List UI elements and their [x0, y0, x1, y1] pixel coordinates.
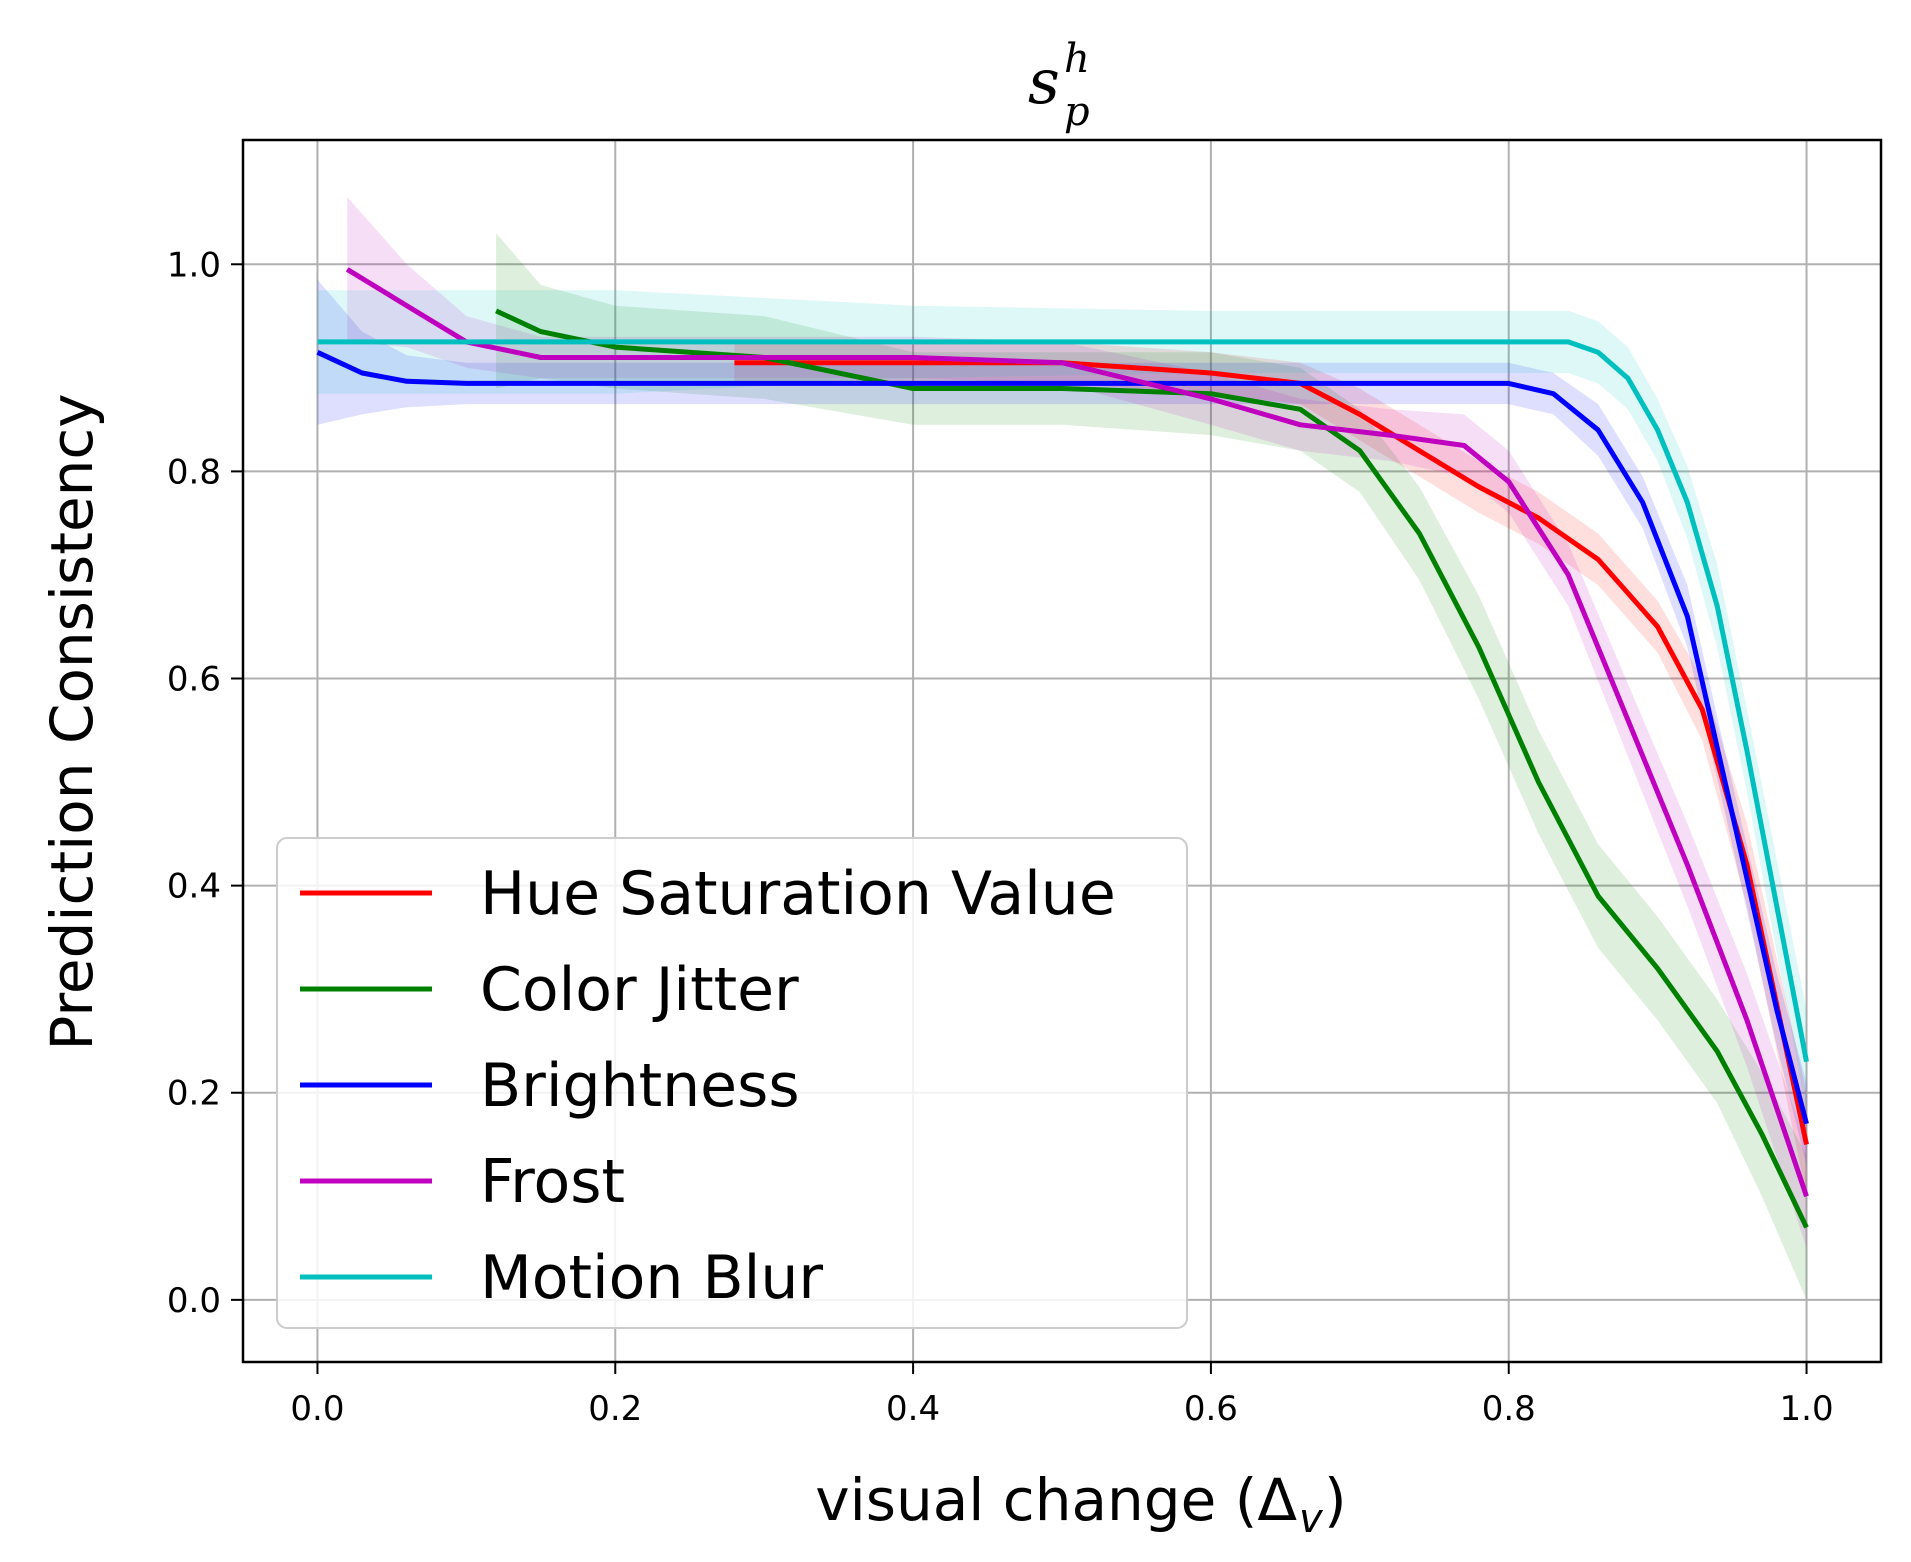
x-tick-label: 0.6: [1184, 1389, 1238, 1429]
plot-frame: [241, 138, 1883, 1364]
title-subscript: p: [1064, 89, 1090, 135]
y-axis-label: Prediction Consistency: [38, 393, 106, 1050]
series-line-1: [495, 308, 1809, 1229]
legend-box: [276, 837, 1188, 1329]
x-tick-label: 0.0: [290, 1389, 344, 1429]
series-lines: [316, 267, 1809, 1229]
x-tick-label: 1.0: [1780, 1389, 1834, 1429]
title-superscript: h: [1064, 36, 1090, 82]
y-tick-label: 0.4: [167, 867, 221, 907]
x-axis-ticks: 0.0 0.2 0.4 0.6 0.8 1.0: [290, 1362, 1834, 1429]
y-tick-label: 1.0: [167, 245, 221, 285]
series-band-4: [317, 290, 1807, 1114]
x-axis-label: visual change (Δ v ): [815, 1466, 1346, 1542]
x-axis-label-subscript: v: [1299, 1496, 1324, 1542]
legend-label-4: Motion Blur: [480, 1243, 823, 1313]
x-tick-label: 0.2: [588, 1389, 642, 1429]
legend: Hue Saturation Value Color Jitter Brightne…: [276, 837, 1188, 1329]
y-tick-label: 0.0: [167, 1281, 221, 1321]
series-line-0: [734, 360, 1809, 1146]
y-tick-label: 0.8: [167, 452, 221, 492]
y-tick-label: 0.2: [167, 1074, 221, 1114]
x-axis-label-close: ): [1324, 1466, 1347, 1534]
chart-title: s h p: [1028, 36, 1090, 135]
y-axis-ticks: 0.0 0.2 0.4 0.6 0.8 1.0: [167, 245, 243, 1321]
x-axis-label-text: visual change (Δ: [815, 1466, 1297, 1534]
legend-label-0: Hue Saturation Value: [480, 859, 1116, 929]
svg-text:visual change (Δ: visual change (Δ: [815, 1466, 1297, 1534]
legend-label-1: Color Jitter: [480, 955, 799, 1025]
series-line-2: [316, 350, 1809, 1125]
legend-label-3: Frost: [480, 1147, 625, 1217]
x-tick-label: 0.4: [886, 1389, 940, 1429]
series-band-3: [347, 197, 1807, 1249]
series-line-4: [317, 339, 1809, 1063]
y-tick-label: 0.6: [167, 660, 221, 700]
title-main: s: [1028, 45, 1060, 118]
x-tick-label: 0.8: [1482, 1389, 1536, 1429]
legend-label-2: Brightness: [480, 1051, 800, 1121]
series-line-3: [345, 267, 1809, 1198]
series-band-2: [317, 279, 1807, 1166]
